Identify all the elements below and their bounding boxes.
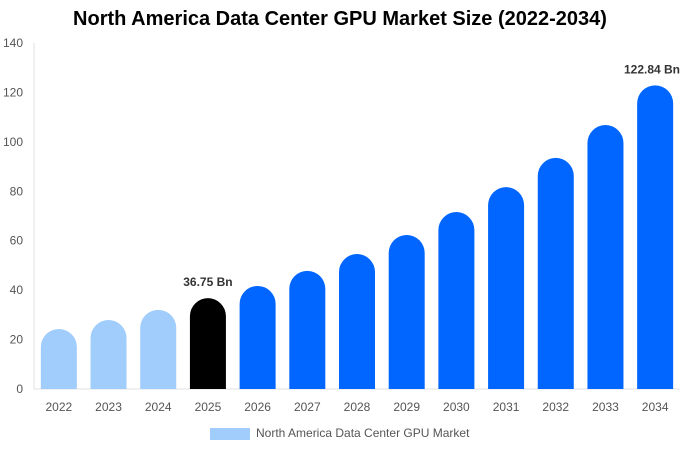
chart-title: North America Data Center GPU Market Siz… (73, 8, 607, 30)
x-tick-label: 2031 (493, 400, 520, 414)
y-tick-label: 60 (10, 234, 24, 248)
x-tick-label: 2022 (45, 400, 72, 414)
y-tick-label: 80 (10, 184, 24, 198)
x-tick-label: 2024 (145, 400, 172, 414)
bar-2024 (140, 309, 177, 389)
bar-2033 (587, 125, 624, 389)
x-tick-label: 2030 (443, 400, 470, 414)
bar-2031 (488, 187, 525, 389)
legend-swatch (210, 428, 250, 440)
y-tick-label: 40 (10, 283, 24, 297)
y-tick-label: 100 (3, 135, 23, 149)
bar-2034 (637, 85, 674, 389)
x-tick-label: 2023 (95, 400, 122, 414)
y-tick-label: 20 (10, 333, 24, 347)
bar-2032 (537, 157, 574, 389)
data-label: 122.84 Bn (624, 62, 680, 76)
y-tick-label: 120 (3, 85, 23, 99)
x-tick-label: 2032 (542, 400, 569, 414)
bar-2029 (388, 235, 425, 389)
x-tick-label: 2029 (393, 400, 420, 414)
y-tick-label: 140 (3, 36, 23, 50)
x-tick-label: 2028 (344, 400, 371, 414)
bar-2025 (189, 298, 226, 389)
bar-2022 (40, 328, 77, 389)
x-tick-label: 2033 (592, 400, 619, 414)
bar-2027 (289, 270, 326, 389)
legend-label: North America Data Center GPU Market (256, 426, 470, 440)
data-label: 36.75 Bn (183, 275, 232, 289)
x-tick-label: 2034 (642, 400, 669, 414)
x-tick-label: 2027 (294, 400, 321, 414)
y-tick-label: 0 (16, 382, 23, 396)
x-tick-label: 2026 (244, 400, 271, 414)
bar-2023 (90, 320, 127, 389)
bar-2028 (339, 254, 375, 389)
x-tick-label: 2025 (195, 400, 222, 414)
bar-2030 (438, 212, 475, 389)
bar-2026 (239, 285, 276, 389)
